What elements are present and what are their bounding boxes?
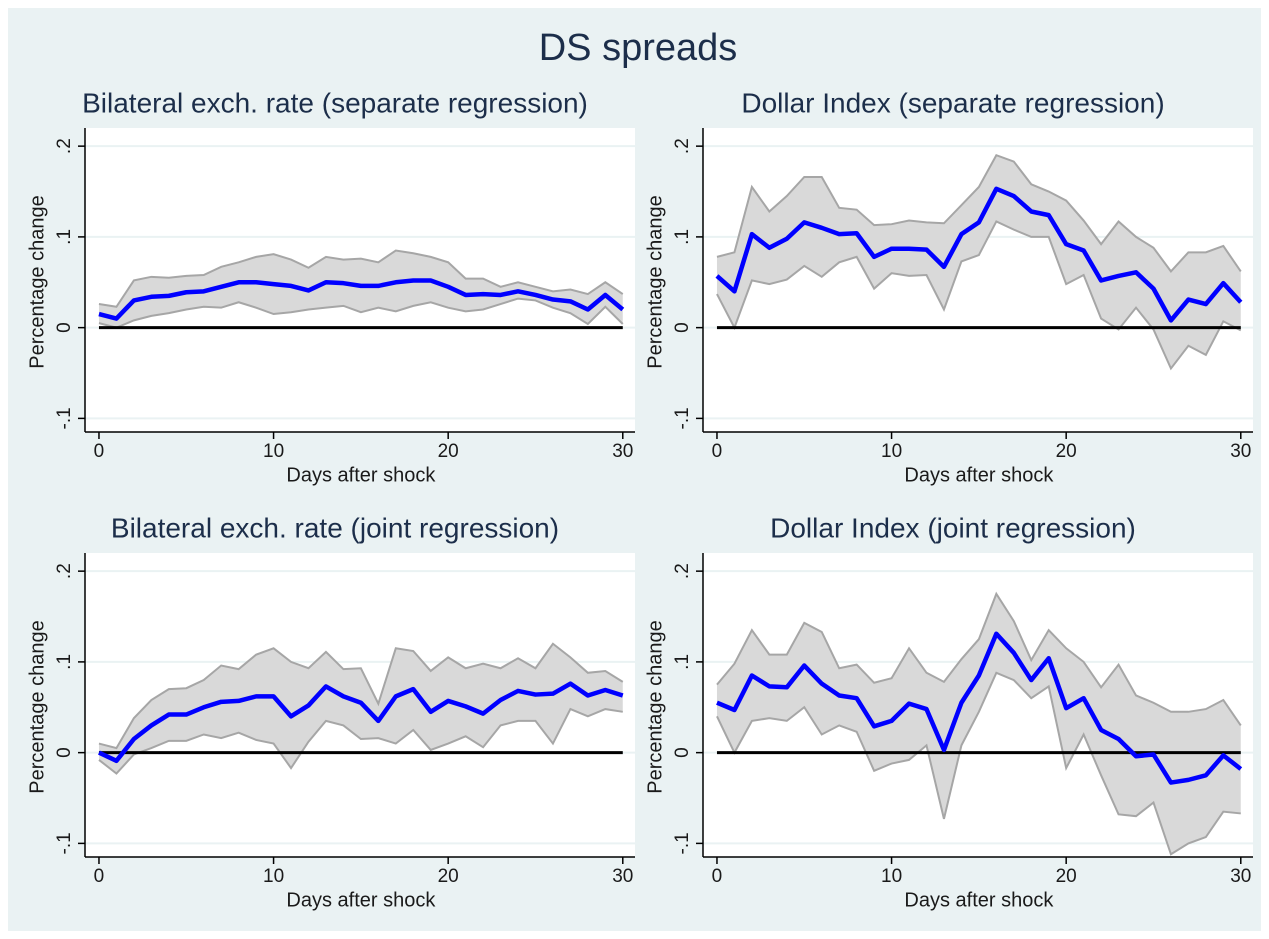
x-tick-label: 10: [881, 441, 902, 462]
y-tick-label: .2: [672, 138, 693, 154]
y-tick-label: -.1: [54, 407, 75, 429]
y-tick-label: -.1: [672, 407, 693, 429]
confidence-band: [716, 155, 1241, 369]
band-upper-line: [98, 249, 624, 308]
band-lower-line: [716, 220, 1242, 371]
panel-title: Dollar Index (joint regression): [770, 512, 1136, 543]
y-tick-label: -.1: [672, 832, 693, 854]
y-tick-label: 0: [672, 747, 693, 758]
x-tick-label: 0: [712, 441, 723, 462]
panel-title: Dollar Index (separate regression): [741, 87, 1164, 118]
y-tick-label: .2: [672, 563, 693, 579]
panel-title: Bilateral exch. rate (joint regression): [111, 512, 559, 543]
y-axis-label: Percentage change: [644, 620, 666, 793]
x-tick-label: 0: [94, 441, 105, 462]
y-axis-label: Percentage change: [26, 620, 48, 793]
confidence-band: [98, 250, 623, 328]
x-tick-label: 30: [1230, 866, 1251, 887]
x-tick-label: 20: [438, 441, 459, 462]
x-tick-label: 20: [438, 866, 459, 887]
x-tick-label: 30: [612, 866, 633, 887]
x-tick-label: 10: [263, 866, 284, 887]
y-tick-label: .1: [54, 229, 75, 245]
band-lower-line: [98, 297, 624, 329]
y-tick-label: 0: [672, 322, 693, 333]
band-lower-line: [716, 671, 1241, 856]
confidence-band: [716, 593, 1241, 855]
confidence-band: [98, 643, 623, 774]
x-tick-label: 20: [1056, 441, 1077, 462]
band-lower-line: [98, 707, 623, 775]
figure-title: DS spreads: [539, 27, 738, 69]
estimate-line: [716, 631, 1243, 785]
y-tick-label: .2: [54, 563, 75, 579]
y-tick-label: -.1: [54, 832, 75, 854]
y-tick-label: .1: [672, 229, 693, 245]
y-tick-label: .1: [54, 654, 75, 670]
x-tick-label: 0: [712, 866, 723, 887]
estimate-line: [715, 186, 1243, 323]
y-tick-label: .1: [672, 654, 693, 670]
x-axis-label: Days after shock: [286, 464, 436, 486]
x-axis-label: Days after shock: [904, 464, 1054, 486]
band-upper-line: [716, 153, 1242, 273]
x-tick-label: 30: [612, 441, 633, 462]
x-axis-label: Days after shock: [286, 889, 436, 911]
panel-title: Bilateral exch. rate (separate regressio…: [82, 87, 588, 118]
x-tick-label: 10: [263, 441, 284, 462]
y-tick-label: .2: [54, 138, 75, 154]
estimate-line: [98, 681, 624, 764]
x-tick-label: 10: [881, 866, 902, 887]
y-tick-label: 0: [54, 747, 75, 758]
x-axis-label: Days after shock: [904, 889, 1054, 911]
x-tick-label: 0: [94, 866, 105, 887]
y-axis-label: Percentage change: [644, 195, 666, 368]
x-tick-label: 20: [1056, 866, 1077, 887]
estimate-line: [98, 278, 625, 321]
y-axis-label: Percentage change: [26, 195, 48, 368]
x-tick-label: 30: [1230, 441, 1251, 462]
band-upper-line: [98, 642, 624, 750]
band-upper-line: [716, 591, 1242, 726]
y-tick-label: 0: [54, 322, 75, 333]
